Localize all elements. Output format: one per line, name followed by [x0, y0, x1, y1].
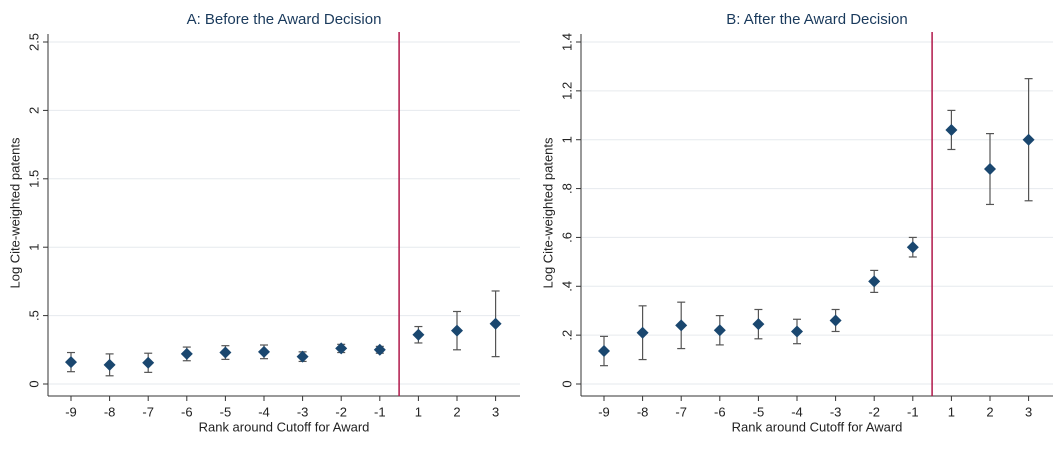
y-tick-label: 1	[26, 244, 41, 251]
x-tick-label: -7	[142, 404, 154, 419]
point	[296, 350, 309, 363]
x-tick-label: -2	[335, 404, 347, 419]
x-tick-label: -9	[65, 404, 77, 419]
x-tick-label: -4	[258, 404, 270, 419]
y-tick-label: .6	[559, 232, 574, 243]
point	[258, 345, 270, 358]
y-axis-label: Log Cite-weighted patents	[7, 137, 22, 289]
point	[65, 356, 77, 369]
x-tick-label: -8	[637, 404, 649, 419]
x-tick-label: -4	[791, 404, 803, 419]
x-tick-label: 2	[986, 404, 993, 419]
x-tick-label: 1	[948, 404, 955, 419]
point	[103, 358, 116, 371]
point	[945, 123, 958, 136]
point	[373, 343, 386, 356]
point	[829, 314, 842, 327]
point	[142, 356, 155, 369]
y-tick-label: 2.5	[26, 33, 41, 51]
y-axis-label: Log Cite-weighted patents	[540, 137, 555, 289]
y-tick-label: .8	[559, 183, 574, 194]
point	[489, 317, 502, 330]
x-tick-label: -1	[907, 404, 919, 419]
point	[412, 328, 425, 341]
x-tick-label: -5	[220, 404, 232, 419]
y-tick-label: .2	[559, 330, 574, 341]
point	[713, 324, 726, 337]
x-tick-label: -6	[714, 404, 726, 419]
point	[1022, 133, 1035, 146]
x-tick-label: -7	[675, 404, 687, 419]
y-tick-label: 1	[559, 136, 574, 143]
point	[451, 324, 463, 337]
x-axis-label: Rank around Cutoff for Award	[199, 419, 370, 434]
y-tick-label: 2	[26, 107, 41, 114]
x-tick-label: -8	[104, 404, 116, 419]
x-tick-label: -9	[598, 404, 610, 419]
x-tick-label: -3	[830, 404, 842, 419]
y-tick-label: 1.4	[559, 33, 574, 51]
x-tick-label: 3	[492, 404, 499, 419]
point	[868, 275, 881, 288]
x-axis-label: Rank around Cutoff for Award	[732, 419, 903, 434]
x-tick-label: 3	[1025, 404, 1032, 419]
point	[906, 241, 919, 254]
chart-title: B: After the Award Decision	[726, 11, 908, 28]
chart-title: A: Before the Award Decision	[187, 11, 382, 28]
y-tick-label: 1.2	[559, 82, 574, 100]
point	[675, 319, 688, 332]
y-tick-label: .5	[26, 310, 41, 321]
y-tick-label: 0	[559, 380, 574, 387]
point	[180, 347, 193, 360]
point	[636, 326, 649, 339]
x-tick-label: -3	[297, 404, 309, 419]
x-tick-label: 2	[453, 404, 460, 419]
point	[984, 163, 996, 176]
x-tick-label: -2	[868, 404, 880, 419]
point	[335, 342, 348, 355]
y-tick-label: 1.5	[26, 170, 41, 188]
point	[791, 325, 803, 338]
point	[219, 346, 232, 359]
point	[752, 318, 765, 331]
y-tick-label: 0	[26, 380, 41, 387]
point	[598, 345, 610, 358]
y-tick-label: .4	[559, 281, 574, 292]
x-tick-label: -5	[753, 404, 765, 419]
x-tick-label: -6	[181, 404, 193, 419]
x-tick-label: 1	[415, 404, 422, 419]
x-tick-label: -1	[374, 404, 386, 419]
